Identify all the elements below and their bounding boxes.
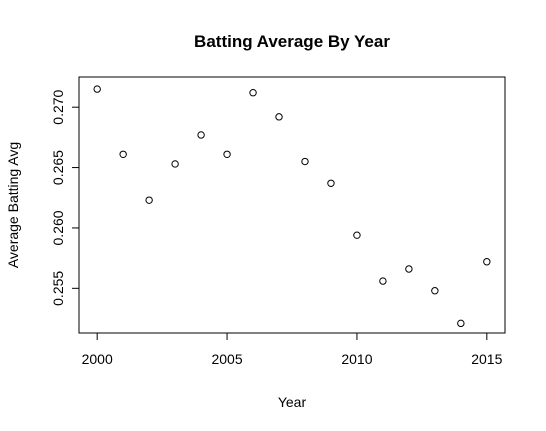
data-point [119,150,127,158]
x-tick-label: 2000 [82,351,113,367]
y-tick-label: 0.255 [50,271,66,306]
data-point [327,179,335,187]
data-points [93,85,491,328]
data-point [431,287,439,295]
y-tick-label: 0.270 [50,89,66,124]
y-axis: 0.255 0.260 0.265 0.270 [50,89,80,306]
x-tick-label: 2010 [341,351,372,367]
data-point [93,85,101,93]
data-point [457,319,465,328]
chart-title: Batting Average By Year [194,32,390,51]
y-tick-label: 0.265 [50,150,66,185]
y-tick-label: 0.260 [50,210,66,245]
data-point [275,113,283,121]
data-point [379,277,387,285]
data-point [145,196,153,204]
x-tick-label: 2015 [471,351,502,367]
plot-frame [78,76,506,334]
x-tick-label: 2005 [211,351,242,367]
y-axis-label: Average Batting Avg [5,142,21,268]
data-point [353,231,361,239]
x-axis: 2000 2005 2010 2015 [82,332,503,367]
data-point [405,265,413,273]
data-point [197,131,205,139]
data-point [171,160,179,168]
x-axis-label: Year [278,394,307,410]
data-point [301,157,309,166]
data-point [483,258,491,266]
data-point [223,150,231,158]
data-point [249,88,257,97]
